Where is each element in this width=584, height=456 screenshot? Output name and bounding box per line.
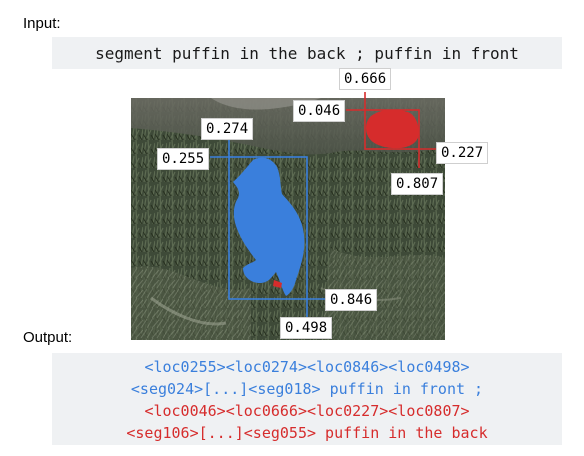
distant-slope xyxy=(131,98,445,155)
output-line-front-locs: <loc0255><loc0274><loc0846><loc0498> xyxy=(144,358,470,376)
back-bottom-label: 0.807 xyxy=(391,173,444,195)
front-bottom-right-label: 0.846 xyxy=(325,289,378,311)
output-line-back-locs: <loc0046><loc0666><loc0227><loc0807> xyxy=(144,402,470,420)
output-text-box: <loc0255><loc0274><loc0846><loc0498> <se… xyxy=(52,353,562,445)
input-prompt-text: segment puffin in the back ; puffin in f… xyxy=(95,44,519,63)
back-left-label: 0.046 xyxy=(293,100,346,122)
back-top-label: 0.666 xyxy=(339,68,392,90)
front-bottom-label: 0.498 xyxy=(280,317,333,339)
output-line-back-segs: <seg106>[...]<seg055> puffin in the back xyxy=(126,424,488,442)
front-puffin-mask xyxy=(233,157,305,296)
back-puffin-bbox xyxy=(364,109,420,150)
output-line-front-segs: <seg024>[...]<seg018> puffin in front ; xyxy=(130,380,484,398)
front-puffin-bbox xyxy=(228,156,308,300)
input-prompt-box: segment puffin in the back ; puffin in f… xyxy=(52,37,562,69)
front-left-label: 0.255 xyxy=(157,148,210,170)
back-puffin-mask xyxy=(366,109,419,149)
back-right-label: 0.227 xyxy=(436,142,489,164)
input-heading: Input: xyxy=(23,15,61,32)
output-heading: Output: xyxy=(23,329,73,346)
front-top-label: 0.274 xyxy=(201,118,254,140)
